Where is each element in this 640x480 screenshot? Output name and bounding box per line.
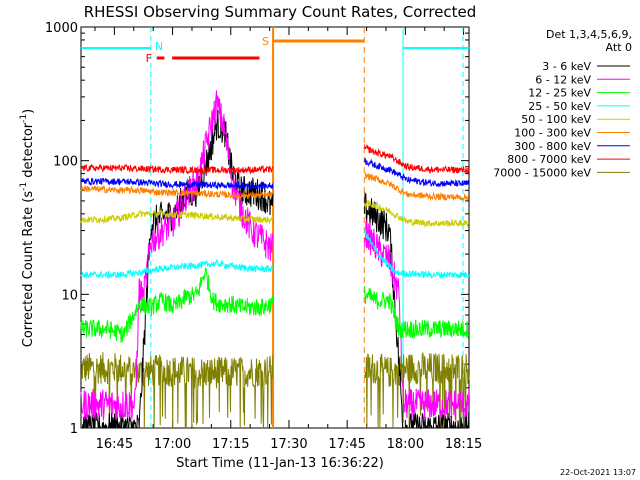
- legend-label-0: 3 - 6 keV: [542, 60, 591, 73]
- x-tick-label-3: 17:30: [270, 437, 307, 452]
- series-line-8-seg-0: [80, 352, 274, 429]
- y-tick-label-1: 10: [61, 288, 78, 303]
- series-line-1-seg-1: [364, 219, 470, 421]
- legend-label-6: 300 - 800 keV: [514, 140, 591, 153]
- series-line-5-seg-0: [80, 184, 273, 201]
- series-line-2-seg-0: [80, 267, 274, 343]
- y-tick-label-3: 1000: [45, 21, 78, 36]
- series-line-6-seg-1: [364, 158, 470, 188]
- y-tick-labels: 1 10 100 1000: [45, 21, 78, 437]
- plot-frame: [80, 26, 470, 429]
- n-label: N: [155, 40, 163, 53]
- legend-label-3: 25 - 50 keV: [528, 100, 591, 113]
- x-tick-label-5: 18:00: [387, 437, 424, 452]
- series-line-2-seg-1: [364, 286, 470, 340]
- y-tick-label-2: 100: [53, 155, 78, 170]
- chart-title: RHESSI Observing Summary Count Rates, Co…: [84, 3, 477, 21]
- x-tick-label-1: 17:00: [154, 437, 191, 452]
- y-axis-label-sup2: -1: [19, 114, 29, 123]
- y-axis-label-mid: detector: [21, 122, 36, 182]
- series-line-4-seg-0: [80, 209, 274, 225]
- y-tick-label-0: 1: [70, 422, 78, 437]
- x-tick-labels: 16:45 17:00 17:15 17:30 17:45 18:00 18:15: [96, 437, 483, 452]
- x-tick-label-6: 18:15: [445, 437, 482, 452]
- legend-label-1: 6 - 12 keV: [535, 73, 591, 86]
- legend-header-line-2: Att 0: [606, 41, 632, 54]
- s-label: S: [262, 35, 269, 48]
- series-layer: [80, 90, 470, 430]
- series-line-6-seg-0: [80, 177, 274, 190]
- legend-label-7: 800 - 7000 keV: [507, 153, 591, 166]
- series-line-7-seg-0: [80, 163, 274, 176]
- x-tick-label-4: 17:45: [328, 437, 365, 452]
- x-tick-label-2: 17:15: [212, 437, 249, 452]
- footer-date: 22-Oct-2021 13:07: [560, 468, 636, 477]
- y-axis-label-sup: -1: [19, 182, 29, 191]
- series-line-5-seg-1: [364, 172, 469, 202]
- series-line-3-seg-0: [80, 258, 274, 280]
- y-axis-label-main: Corrected Count Rate (s: [21, 191, 36, 348]
- f-label: F: [146, 52, 152, 65]
- series-line-3-seg-1: [364, 229, 470, 280]
- series-line-0-seg-1: [364, 192, 470, 430]
- y-axis-label: Corrected Count Rate (s-1 detector-1): [19, 109, 36, 347]
- x-tick-label-0: 16:45: [96, 437, 133, 452]
- legend-label-5: 100 - 300 keV: [514, 127, 591, 140]
- y-axis-label-end: ): [21, 109, 36, 114]
- legend-label-2: 12 - 25 keV: [528, 87, 591, 100]
- series-line-7-seg-1: [364, 143, 470, 174]
- legend-label-4: 50 - 100 keV: [521, 113, 591, 126]
- legend-header-line-1: Det 1,3,4,5,6,9,: [546, 28, 632, 41]
- legend-label-8: 7000 - 15000 keV: [493, 166, 591, 179]
- series-line-4-seg-1: [364, 200, 470, 228]
- x-axis-label: Start Time (11-Jan-13 16:36:22): [176, 456, 384, 471]
